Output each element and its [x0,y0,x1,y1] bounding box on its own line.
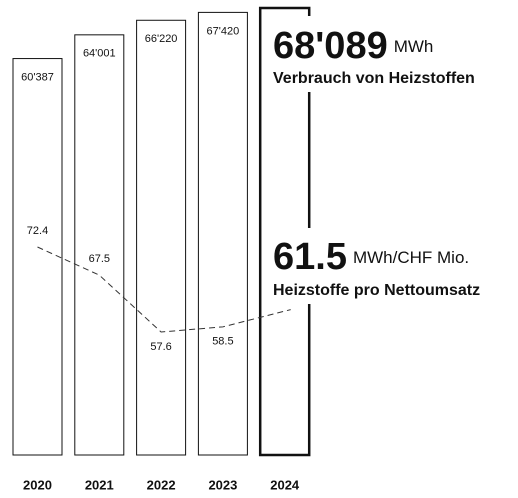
x-tick-label: 2021 [85,477,114,492]
x-tick-label: 2020 [23,477,52,492]
bar-value-label: 67'420 [207,25,240,37]
highlight-number: 61.5 [273,236,347,278]
series-name: Heizstoffe pro Nettoumsatz [273,282,480,299]
x-tick-label: 2022 [147,477,176,492]
x-tick-label: 2024 [270,477,300,492]
label-backdrop [266,228,516,304]
line [37,246,291,333]
line-value-label: 57.6 [150,341,171,353]
bar [12,58,63,456]
highlight-value: 61.5 MWh/CHF Mio. [273,236,469,278]
bar-value-label: 64'001 [83,48,116,60]
label-backdrop [266,16,512,92]
highlight-unit: MWh/CHF Mio. [353,248,469,267]
highlight-number: 68'089 [273,25,388,67]
series-name: Verbrauch von Heizstoffen [273,70,475,87]
bar [74,34,125,456]
x-tick-label: 2023 [208,477,237,492]
marks: 60'387 2020 64'001 2021 66'220 2022 67'420 2023… [12,6,311,492]
line-value-label: 72.4 [27,225,48,237]
bar [197,11,248,456]
highlight-unit: MWh [394,37,434,56]
highlight-value: 68'089 MWh [273,25,433,67]
line-value-label: 67.5 [89,253,110,265]
line-value-label: 58.5 [212,336,233,348]
bar-value-label: 66'220 [145,33,178,45]
bar-value-label: 60'387 [21,71,54,83]
bar [136,19,187,456]
